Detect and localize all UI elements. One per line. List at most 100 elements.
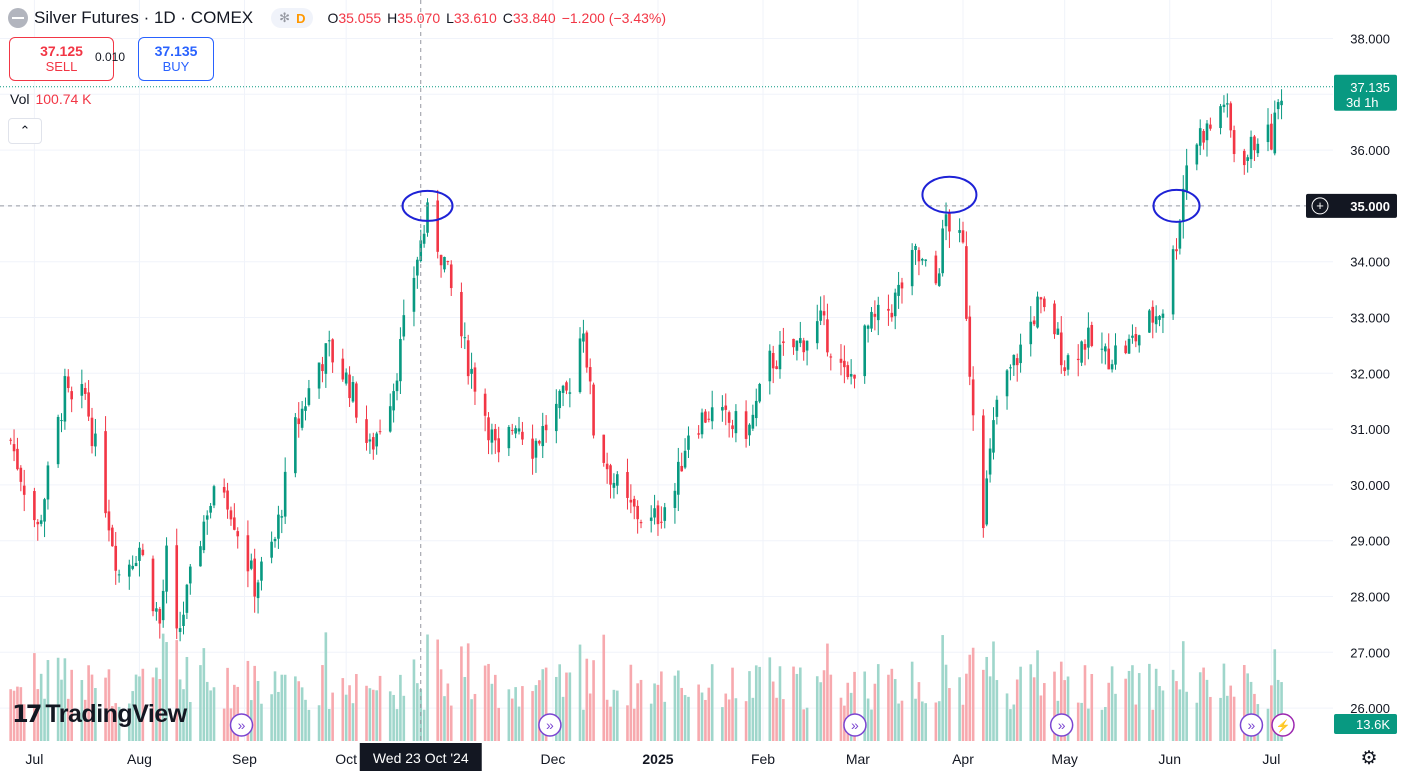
- collapse-button[interactable]: ⌃: [8, 118, 42, 144]
- gear-icon[interactable]: ⚙: [1360, 748, 1378, 769]
- candle-body: [792, 338, 795, 348]
- candle-body: [256, 582, 260, 599]
- volume-bar: [1127, 670, 1131, 741]
- volume-bar: [1029, 664, 1033, 741]
- volume-bar: [1229, 685, 1233, 741]
- volume-bar: [826, 643, 829, 741]
- candle-body: [992, 420, 995, 453]
- volume-bar: [924, 703, 928, 741]
- volume-bar: [897, 703, 900, 741]
- buy-button[interactable]: 37.135 BUY: [138, 37, 214, 81]
- volume-bar: [226, 667, 229, 741]
- candle-body: [636, 505, 639, 520]
- candle-body: [422, 233, 426, 244]
- candle-body: [751, 414, 755, 429]
- volume-bar: [568, 672, 572, 741]
- volume-bar: [592, 660, 595, 741]
- tradingview-logo[interactable]: 𝟭𝟳 TradingView: [12, 700, 187, 729]
- volume-bar: [233, 684, 236, 741]
- volume-bar: [1036, 650, 1039, 741]
- volume-bar: [460, 646, 463, 741]
- volume-bar: [317, 705, 321, 741]
- candle-body: [521, 431, 524, 440]
- volume-bar: [921, 701, 924, 741]
- candle-body: [704, 411, 707, 423]
- volume-bar: [368, 688, 372, 741]
- silver-coin-icon: [8, 8, 28, 28]
- volume-bar: [829, 674, 833, 741]
- volume-legend[interactable]: Vol 100.74 K: [10, 91, 92, 107]
- candle-body: [182, 614, 185, 626]
- volume-bar: [941, 635, 944, 741]
- last-price-label: 37.135: [1350, 80, 1390, 95]
- volume-bar: [1015, 679, 1019, 741]
- volume-bar: [751, 697, 755, 741]
- volume-bar: [87, 665, 90, 741]
- candle-body: [1066, 355, 1070, 370]
- volume-bar: [1090, 673, 1094, 741]
- candle-body: [592, 384, 595, 436]
- symbol-title[interactable]: Silver Futures · 1D · COMEX: [34, 8, 254, 27]
- volume-bar: [1246, 673, 1249, 741]
- event-glyph: »: [1058, 717, 1066, 733]
- volume-bar: [80, 680, 84, 741]
- interval-badge: D: [296, 10, 306, 26]
- candle-body: [83, 388, 87, 394]
- volume-bar: [412, 659, 416, 741]
- candle-body: [578, 338, 582, 393]
- candle-body: [70, 391, 73, 400]
- candle-body: [1209, 124, 1212, 129]
- volume-bar: [748, 671, 751, 741]
- volume-bar: [632, 708, 636, 741]
- candle-body: [1036, 296, 1039, 328]
- logo-text: TradingView: [45, 700, 187, 728]
- candle-body: [1083, 344, 1087, 350]
- candle-body: [209, 505, 212, 513]
- candle-body: [1090, 324, 1094, 346]
- volume-bar: [734, 698, 738, 741]
- volume-bar: [1185, 691, 1188, 741]
- volume-bar: [558, 664, 561, 741]
- candle-body: [1148, 310, 1151, 333]
- candle-body: [748, 424, 751, 436]
- sell-label: SELL: [45, 59, 78, 74]
- candle-body: [114, 545, 118, 571]
- candle-body: [253, 558, 256, 597]
- candle-body: [1005, 370, 1009, 397]
- volume-bar: [588, 693, 592, 741]
- volume-bar: [853, 671, 856, 741]
- volume-bar: [202, 648, 206, 741]
- volume-bar: [1280, 682, 1283, 741]
- volume-bar: [246, 660, 250, 741]
- volume-bar: [1076, 702, 1080, 741]
- candle-body: [1131, 335, 1134, 338]
- volume-bar: [629, 664, 633, 741]
- volume-bar: [1154, 668, 1158, 741]
- candle-body: [937, 273, 941, 286]
- candle-body: [233, 517, 236, 530]
- volume-bar: [778, 666, 782, 741]
- volume-bar: [656, 684, 660, 741]
- candle-body: [260, 561, 263, 581]
- volume-bar: [626, 705, 629, 741]
- interval-pill[interactable]: ✻ D: [271, 8, 314, 28]
- candle-body: [246, 535, 250, 572]
- volume-bar: [944, 664, 948, 741]
- volume-bar: [1242, 665, 1246, 741]
- candle-body: [56, 416, 60, 465]
- sell-button[interactable]: 37.125 SELL: [9, 37, 114, 81]
- candle-body: [199, 546, 202, 567]
- candle-body: [487, 417, 490, 441]
- candle-body: [802, 340, 806, 353]
- volume-bar: [497, 707, 500, 741]
- candle-body: [707, 418, 711, 420]
- volume-bar: [371, 689, 375, 741]
- candle-body: [226, 490, 229, 510]
- volume-bar: [873, 683, 877, 741]
- candle-body: [510, 429, 514, 431]
- candle-body: [934, 255, 938, 284]
- volume-bar: [1032, 677, 1036, 741]
- volume-bar: [446, 683, 450, 741]
